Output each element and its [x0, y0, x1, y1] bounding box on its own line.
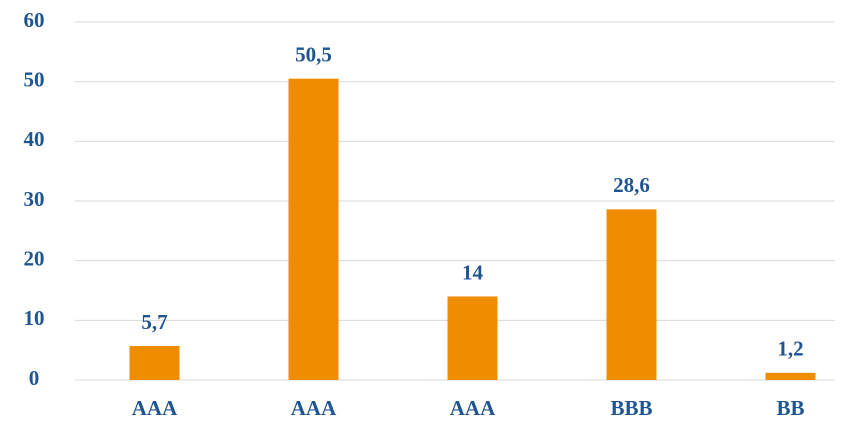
bar — [129, 345, 180, 380]
bar — [765, 372, 816, 380]
y-tick-label: 40 — [24, 127, 45, 151]
data-label: 14 — [462, 260, 484, 284]
y-tick-label: 30 — [24, 187, 45, 211]
x-tick-label: BB — [776, 396, 804, 420]
data-label: 28,6 — [613, 173, 650, 197]
data-label: 50,5 — [295, 42, 332, 66]
y-tick-label: 10 — [24, 306, 45, 330]
x-tick-label: AAA — [132, 396, 178, 420]
data-label: 1,2 — [777, 337, 803, 361]
y-tick-label: 60 — [24, 8, 45, 32]
y-tick-label: 20 — [24, 246, 45, 270]
y-tick-label: 0 — [29, 366, 40, 390]
y-tick-label: 50 — [24, 67, 45, 91]
x-tick-label: BBB — [610, 396, 652, 420]
x-tick-label: AAA — [291, 396, 337, 420]
bar — [606, 209, 657, 380]
bar — [447, 296, 498, 380]
x-tick-label: AAA — [450, 396, 496, 420]
data-label: 5,7 — [141, 310, 167, 334]
bar — [288, 78, 339, 380]
